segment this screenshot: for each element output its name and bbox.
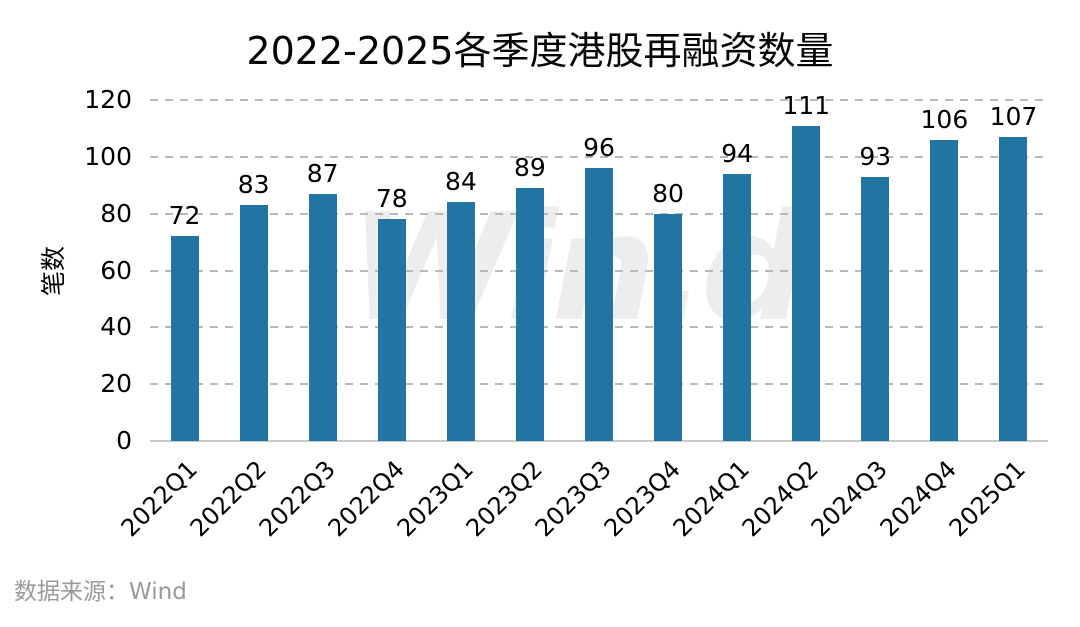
bar-2024Q3 [861, 176, 890, 441]
bar-2022Q4 [377, 219, 406, 441]
bar-value-label-2022Q3: 87 [306, 158, 339, 188]
y-tick-label-40: 40 [100, 312, 132, 342]
bar-value-label-2025Q1: 107 [989, 101, 1038, 131]
y-tick-label-120: 120 [84, 85, 132, 114]
y-tick-label-20: 20 [100, 369, 132, 399]
bar-2022Q1 [170, 236, 199, 441]
bar-2023Q4 [654, 213, 683, 441]
bar-2024Q1 [723, 173, 752, 441]
bar-value-label-2022Q4: 78 [375, 184, 408, 214]
bar-2022Q3 [308, 193, 337, 441]
gridline-y-100 [150, 155, 1048, 158]
bar-value-label-2023Q4: 80 [652, 178, 684, 208]
bar-value-label-2023Q2: 89 [514, 153, 546, 183]
bar-2024Q4 [930, 139, 959, 441]
bar-value-label-2024Q2: 111 [782, 90, 831, 120]
bar-value-label-2024Q4: 106 [920, 104, 969, 134]
y-tick-label-80: 80 [100, 198, 132, 228]
bar-value-label-2024Q1: 94 [721, 138, 754, 168]
bar-2024Q2 [792, 125, 821, 441]
y-tick-label-100: 100 [84, 141, 132, 171]
bar-value-label-2022Q2: 83 [237, 170, 270, 200]
bar-2023Q3 [585, 168, 613, 441]
bar-value-label-2022Q1: 72 [168, 201, 201, 231]
gridline-y-120 [150, 99, 1048, 101]
bar-2023Q1 [446, 202, 475, 441]
y-tick-label-60: 60 [100, 255, 132, 285]
x-axis-baseline [150, 440, 1048, 442]
bar-value-label-2023Q3: 96 [583, 133, 615, 163]
bar-value-label-2024Q3: 93 [859, 141, 892, 171]
bar-value-label-2023Q1: 84 [444, 167, 477, 197]
chart-title: 2022-2025各季度港股再融资数量 [246, 29, 834, 73]
bar-2023Q2 [515, 188, 544, 441]
data-source-note: 数据来源：Wind [14, 579, 187, 605]
bar-2022Q2 [239, 205, 268, 441]
y-tick-label-0: 0 [116, 426, 132, 455]
bar-2025Q1 [999, 136, 1028, 441]
